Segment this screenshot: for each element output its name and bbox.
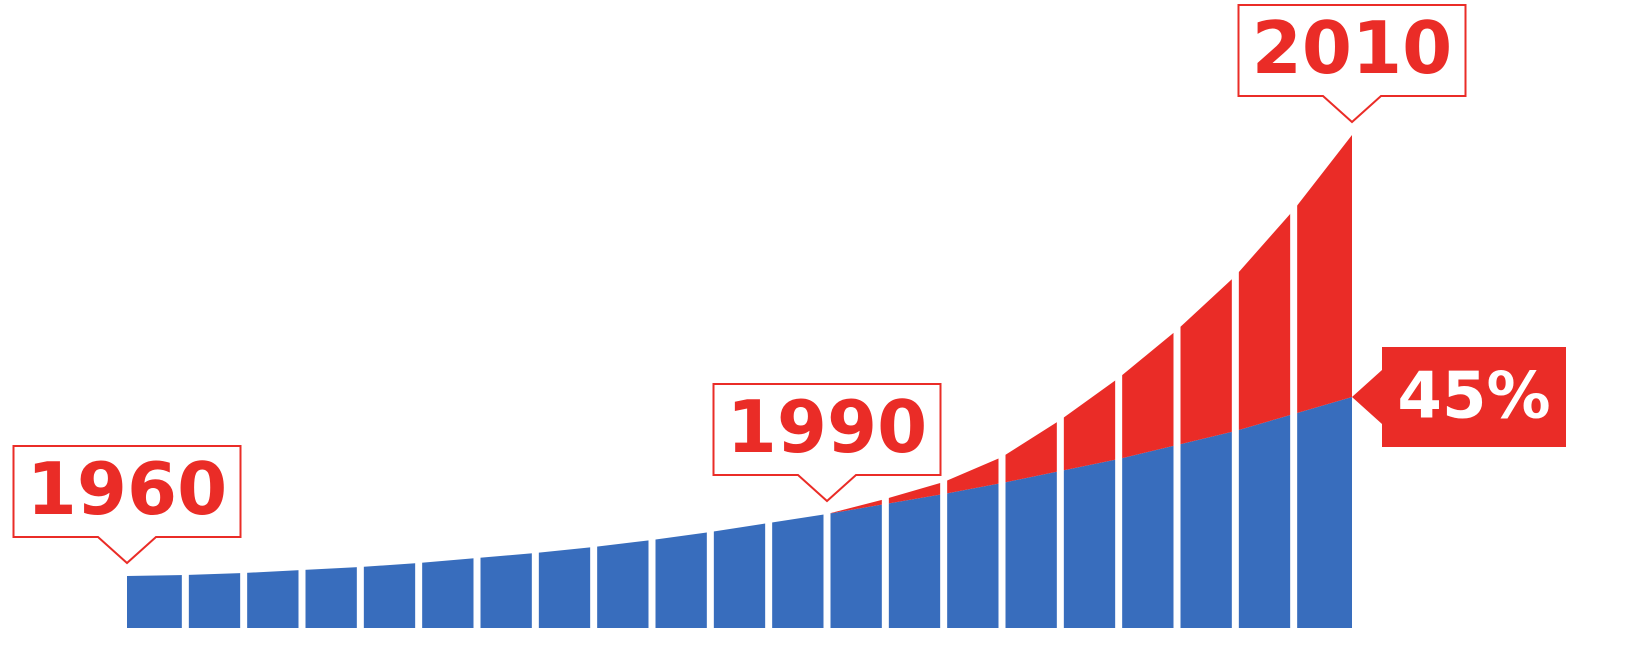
annotation-box <box>1352 347 1566 447</box>
annotation: 45% <box>1397 360 1550 434</box>
category-label: 2010 <box>1252 6 1452 90</box>
area <box>127 397 1352 628</box>
category-label: 1990 <box>727 385 927 469</box>
callout <box>712 383 942 503</box>
callout <box>1237 4 1467 124</box>
callout <box>12 445 242 565</box>
area <box>127 135 1352 576</box>
category-label: 1960 <box>27 447 227 531</box>
